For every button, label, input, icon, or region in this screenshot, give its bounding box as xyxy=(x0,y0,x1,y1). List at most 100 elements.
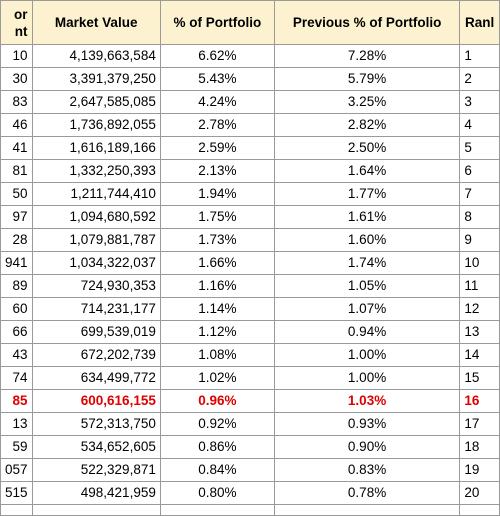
rank-cell[interactable]: 20 xyxy=(459,481,500,505)
market-value-cell[interactable]: 1,094,680,592 xyxy=(31,205,161,229)
prev-pct-portfolio-cell[interactable]: 5.79% xyxy=(273,67,461,91)
pct-portfolio-cell[interactable]: 4.24% xyxy=(159,90,275,114)
row-id-cell[interactable]: 89 xyxy=(0,274,33,298)
header-pct-portfolio[interactable]: % of Portfolio xyxy=(159,0,275,45)
row-id-cell[interactable]: 46 xyxy=(0,113,33,137)
rank-cell[interactable]: 14 xyxy=(459,343,500,367)
market-value-cell[interactable]: 572,313,750 xyxy=(31,412,161,436)
prev-pct-portfolio-cell[interactable]: 2.50% xyxy=(273,136,461,160)
row-id-cell[interactable]: 60 xyxy=(0,297,33,321)
market-value-cell[interactable]: 534,652,605 xyxy=(31,435,161,459)
prev-pct-portfolio-cell[interactable]: 0.93% xyxy=(273,412,461,436)
rank-cell[interactable]: 2 xyxy=(459,67,500,91)
market-value-cell[interactable]: 4,139,663,584 xyxy=(31,44,161,68)
pct-portfolio-cell[interactable]: 0.84% xyxy=(159,458,275,482)
pct-portfolio-cell[interactable]: 0.96% xyxy=(159,389,275,413)
row-id-cell[interactable]: 74 xyxy=(0,366,33,390)
rank-cell[interactable]: 6 xyxy=(459,159,500,183)
row-id-cell[interactable]: 59 xyxy=(0,435,33,459)
rank-cell[interactable]: 5 xyxy=(459,136,500,160)
header-prev-pct-portfolio[interactable]: Previous % of Portfolio xyxy=(273,0,461,45)
market-value-cell[interactable]: 498,421,959 xyxy=(31,481,161,505)
empty-cell[interactable] xyxy=(459,504,500,516)
header-market-value[interactable]: Market Value xyxy=(31,0,161,45)
prev-pct-portfolio-cell[interactable]: 1.60% xyxy=(273,228,461,252)
rank-cell[interactable]: 9 xyxy=(459,228,500,252)
rank-cell[interactable]: 11 xyxy=(459,274,500,298)
rank-cell[interactable]: 16 xyxy=(459,389,500,413)
pct-portfolio-cell[interactable]: 1.12% xyxy=(159,320,275,344)
prev-pct-portfolio-cell[interactable]: 1.61% xyxy=(273,205,461,229)
pct-portfolio-cell[interactable]: 1.75% xyxy=(159,205,275,229)
market-value-cell[interactable]: 724,930,353 xyxy=(31,274,161,298)
empty-cell[interactable] xyxy=(273,504,461,516)
market-value-cell[interactable]: 714,231,177 xyxy=(31,297,161,321)
pct-portfolio-cell[interactable]: 0.92% xyxy=(159,412,275,436)
empty-cell[interactable] xyxy=(0,504,33,516)
row-id-cell[interactable]: 941 xyxy=(0,251,33,275)
row-id-cell[interactable]: 83 xyxy=(0,90,33,114)
rank-cell[interactable]: 4 xyxy=(459,113,500,137)
market-value-cell[interactable]: 3,391,379,250 xyxy=(31,67,161,91)
row-id-cell[interactable]: 41 xyxy=(0,136,33,160)
pct-portfolio-cell[interactable]: 1.73% xyxy=(159,228,275,252)
prev-pct-portfolio-cell[interactable]: 1.00% xyxy=(273,366,461,390)
header-rank[interactable]: Ranl xyxy=(459,0,500,45)
row-id-cell[interactable]: 85 xyxy=(0,389,33,413)
pct-portfolio-cell[interactable]: 0.80% xyxy=(159,481,275,505)
rank-cell[interactable]: 1 xyxy=(459,44,500,68)
row-id-cell[interactable]: 50 xyxy=(0,182,33,206)
rank-cell[interactable]: 3 xyxy=(459,90,500,114)
rank-cell[interactable]: 7 xyxy=(459,182,500,206)
prev-pct-portfolio-cell[interactable]: 0.78% xyxy=(273,481,461,505)
pct-portfolio-cell[interactable]: 1.02% xyxy=(159,366,275,390)
rank-cell[interactable]: 18 xyxy=(459,435,500,459)
pct-portfolio-cell[interactable]: 1.08% xyxy=(159,343,275,367)
prev-pct-portfolio-cell[interactable]: 3.25% xyxy=(273,90,461,114)
pct-portfolio-cell[interactable]: 2.59% xyxy=(159,136,275,160)
pct-portfolio-cell[interactable]: 2.78% xyxy=(159,113,275,137)
market-value-cell[interactable]: 2,647,585,085 xyxy=(31,90,161,114)
row-id-cell[interactable]: 10 xyxy=(0,44,33,68)
rank-cell[interactable]: 15 xyxy=(459,366,500,390)
prev-pct-portfolio-cell[interactable]: 1.74% xyxy=(273,251,461,275)
prev-pct-portfolio-cell[interactable]: 0.94% xyxy=(273,320,461,344)
header-cut-col[interactable]: or nt xyxy=(0,0,33,45)
row-id-cell[interactable]: 81 xyxy=(0,159,33,183)
empty-cell[interactable] xyxy=(159,504,275,516)
pct-portfolio-cell[interactable]: 1.66% xyxy=(159,251,275,275)
empty-cell[interactable] xyxy=(31,504,161,516)
row-id-cell[interactable]: 515 xyxy=(0,481,33,505)
row-id-cell[interactable]: 97 xyxy=(0,205,33,229)
market-value-cell[interactable]: 672,202,739 xyxy=(31,343,161,367)
pct-portfolio-cell[interactable]: 1.14% xyxy=(159,297,275,321)
row-id-cell[interactable]: 13 xyxy=(0,412,33,436)
row-id-cell[interactable]: 28 xyxy=(0,228,33,252)
rank-cell[interactable]: 17 xyxy=(459,412,500,436)
prev-pct-portfolio-cell[interactable]: 1.05% xyxy=(273,274,461,298)
prev-pct-portfolio-cell[interactable]: 1.64% xyxy=(273,159,461,183)
prev-pct-portfolio-cell[interactable]: 1.77% xyxy=(273,182,461,206)
pct-portfolio-cell[interactable]: 5.43% xyxy=(159,67,275,91)
row-id-cell[interactable]: 66 xyxy=(0,320,33,344)
prev-pct-portfolio-cell[interactable]: 7.28% xyxy=(273,44,461,68)
pct-portfolio-cell[interactable]: 2.13% xyxy=(159,159,275,183)
market-value-cell[interactable]: 1,616,189,166 xyxy=(31,136,161,160)
market-value-cell[interactable]: 522,329,871 xyxy=(31,458,161,482)
rank-cell[interactable]: 8 xyxy=(459,205,500,229)
row-id-cell[interactable]: 057 xyxy=(0,458,33,482)
pct-portfolio-cell[interactable]: 1.16% xyxy=(159,274,275,298)
prev-pct-portfolio-cell[interactable]: 0.83% xyxy=(273,458,461,482)
prev-pct-portfolio-cell[interactable]: 0.90% xyxy=(273,435,461,459)
pct-portfolio-cell[interactable]: 6.62% xyxy=(159,44,275,68)
market-value-cell[interactable]: 1,079,881,787 xyxy=(31,228,161,252)
prev-pct-portfolio-cell[interactable]: 2.82% xyxy=(273,113,461,137)
prev-pct-portfolio-cell[interactable]: 1.07% xyxy=(273,297,461,321)
market-value-cell[interactable]: 699,539,019 xyxy=(31,320,161,344)
row-id-cell[interactable]: 43 xyxy=(0,343,33,367)
market-value-cell[interactable]: 634,499,772 xyxy=(31,366,161,390)
market-value-cell[interactable]: 1,736,892,055 xyxy=(31,113,161,137)
rank-cell[interactable]: 12 xyxy=(459,297,500,321)
pct-portfolio-cell[interactable]: 0.86% xyxy=(159,435,275,459)
market-value-cell[interactable]: 1,034,322,037 xyxy=(31,251,161,275)
